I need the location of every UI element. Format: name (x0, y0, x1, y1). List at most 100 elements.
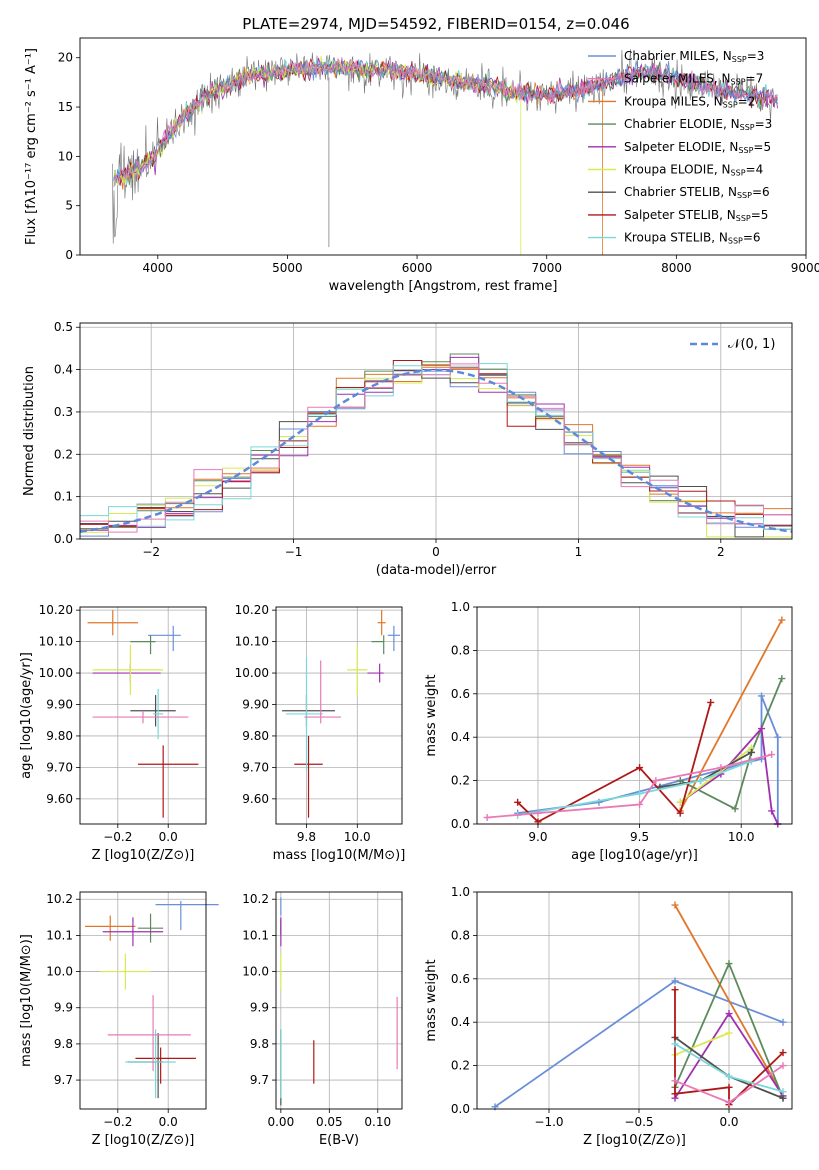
x-tick-label: 0.10 (364, 1115, 391, 1129)
x-tick-label: −0.5 (624, 1115, 653, 1129)
y-tick-label: 9.8 (54, 1037, 73, 1051)
legend-text: =5 (751, 208, 769, 222)
axes-frame (275, 891, 403, 1110)
x-tick-label: −0.2 (103, 830, 132, 844)
series-marker (671, 977, 679, 985)
y-tick-label: 9.90 (46, 697, 73, 711)
axes-mass-vs-Z: −0.2 0.0 9.7 9.8 9.9 10.0 10.1 10.2 Z [log10(Z/Z… (19, 892, 219, 1148)
x-tick-label: 9000 (791, 261, 819, 275)
series-line (517, 760, 752, 817)
legend-text: =2 (738, 94, 756, 108)
series-marker (534, 809, 542, 817)
series-marker (768, 751, 776, 759)
legend-text: =6 (752, 185, 770, 199)
legend-subscript: SSP (736, 214, 751, 223)
y-tick-label: 10.0 (46, 965, 73, 979)
x-axis-label: E(B-V) (319, 1133, 359, 1148)
series-line (674, 904, 784, 1097)
y-tick-label: 0.3 (54, 405, 73, 419)
y-tick-label: 0.8 (451, 928, 470, 942)
series-marker (725, 1010, 733, 1018)
legend-label: Chabrier ELODIE, NSSP=3 (624, 117, 772, 132)
y-tick-label: 10.10 (39, 635, 73, 649)
y-axis-label: mass [log10(M/M⊙)] (19, 934, 34, 1067)
legend-text: Chabrier STELIB, N (624, 185, 737, 199)
x-tick-label: 0 (432, 545, 440, 559)
series-marker (707, 698, 715, 706)
y-tick-label: 10.20 (235, 603, 269, 617)
axes-age-vs-Z: −0.2 0.0 9.60 9.70 9.80 9.90 10.00 10.10 10.20 Z … (19, 603, 206, 863)
y-tick-label: 9.7 (250, 1073, 269, 1087)
y-tick-label: 0 (65, 248, 73, 262)
gaussian-curve (79, 368, 793, 533)
series-marker (671, 1077, 679, 1085)
series-marker (636, 800, 644, 808)
y-tick-label: 15 (58, 100, 73, 114)
y-axis-label: Normed distribution (22, 366, 37, 496)
x-tick-label: 8000 (661, 261, 692, 275)
x-tick-label: −2 (142, 545, 160, 559)
series-marker (671, 1090, 679, 1098)
axes-spectrum: 4000 5000 6000 7000 8000 9000 0 5 10 15 20 waveleng… (24, 48, 819, 294)
series-marker (779, 1094, 787, 1102)
series-marker (697, 777, 705, 785)
series-marker (636, 764, 644, 772)
series-marker (671, 901, 679, 909)
x-axis-label: (data-model)/error (376, 563, 497, 578)
legend-text: Chabrier ELODIE, N (624, 117, 740, 131)
series-line (516, 702, 712, 823)
y-tick-label: 9.9 (250, 1001, 269, 1015)
legend-subscript: SSP (728, 237, 743, 246)
legend-label: Kroupa STELIB, NSSP=6 (624, 231, 761, 246)
legend-text: Salpeter STELIB, N (624, 208, 736, 222)
series-marker (514, 798, 522, 806)
y-tick-label: 0.6 (451, 972, 470, 986)
spectrum-model-line (113, 57, 778, 188)
legend-text: =4 (746, 163, 764, 177)
x-tick-label: 5000 (272, 261, 303, 275)
x-axis-label: age [log10(age/yr)] (571, 848, 698, 863)
y-tick-label: 20 (58, 51, 73, 65)
y-tick-label: 10 (58, 149, 73, 163)
series-marker (717, 764, 725, 772)
x-axis-label: Z [log10(Z/Z⊙)] (92, 848, 195, 863)
series-marker (725, 960, 733, 968)
x-tick-label: 1 (575, 545, 583, 559)
x-tick-label: 9.5 (630, 830, 649, 844)
x-axis-label: Z [log10(Z/Z⊙)] (92, 1133, 195, 1148)
legend-text: Kroupa ELODIE, N (624, 163, 731, 177)
x-tick-label: −0.2 (103, 1115, 132, 1129)
y-tick-label: 5 (65, 199, 73, 213)
y-tick-label: 0.0 (54, 532, 73, 546)
axes-age-vs-mass: 9.8 10.0 9.60 9.70 9.80 9.90 10.00 10.10 10.20 ma… (235, 603, 406, 863)
y-tick-label: 0.1 (54, 490, 73, 504)
series-marker (725, 1029, 733, 1037)
y-tick-label: 9.7 (54, 1073, 73, 1087)
y-tick-label: 0.4 (451, 730, 470, 744)
series-marker (758, 725, 766, 733)
x-axis-label: mass [log10(M/M⊙)] (273, 848, 406, 863)
series-line (674, 1032, 730, 1056)
x-tick-label: 0.0 (159, 830, 178, 844)
legend-subscript: SSP (731, 78, 746, 87)
legend-subscript: SSP (740, 123, 755, 132)
x-tick-label: 0.0 (719, 1115, 738, 1129)
series-marker (725, 1072, 733, 1080)
axes-frame (79, 322, 793, 540)
legend-label: 𝒩(0, 1) (728, 337, 775, 352)
legend-text: Chabrier MILES, N (624, 49, 732, 63)
series-marker (725, 1098, 733, 1106)
axes-weight-vs-Z: −1.0 −0.5 0.0 0.0 0.2 0.4 0.6 0.8 1.0 Z [log10(Z/… (424, 885, 792, 1148)
y-tick-label: 0.0 (451, 817, 470, 831)
y-tick-label: 10.2 (46, 892, 73, 906)
series-marker (725, 1083, 733, 1091)
legend-subscript: SSP (731, 169, 746, 178)
axes-frame (79, 891, 207, 1110)
series-marker (778, 616, 786, 624)
histogram-step (80, 353, 792, 538)
y-tick-label: 0.8 (451, 643, 470, 657)
y-tick-label: 0.4 (54, 363, 73, 377)
y-tick-label: 10.2 (242, 892, 269, 906)
